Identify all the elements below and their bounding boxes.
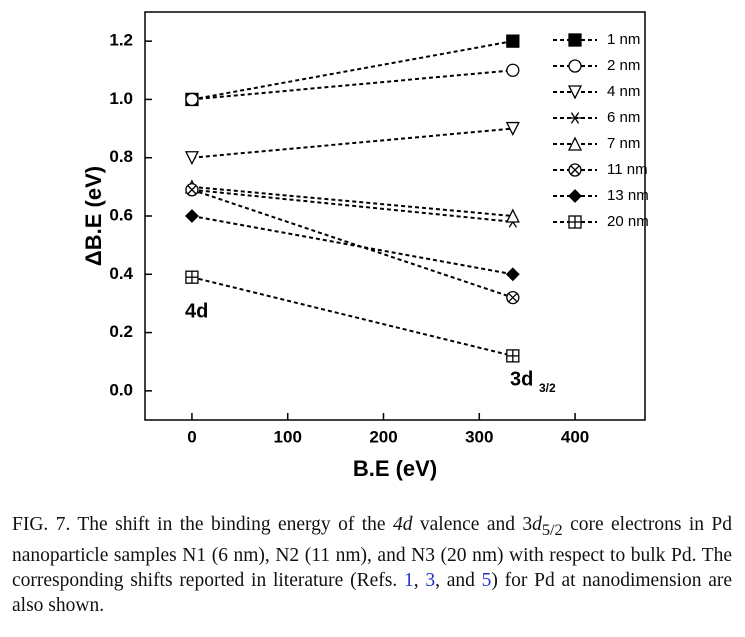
marker-part	[505, 267, 520, 282]
series-line	[191, 188, 513, 223]
caption-text: , and	[435, 569, 482, 591]
data-point	[506, 349, 520, 363]
y-tick-label: 0.6	[109, 205, 133, 224]
caption: FIG. 7. The shift in the binding energy …	[12, 512, 732, 618]
series-line	[191, 40, 513, 101]
data-point	[185, 92, 199, 107]
marker-part	[568, 59, 582, 73]
marker-part	[184, 151, 199, 166]
data-point	[506, 290, 520, 305]
x-axis-title: B.E (eV)	[353, 456, 437, 481]
caption-text: 4d	[392, 514, 413, 535]
marker-part	[570, 112, 580, 124]
data-point	[506, 63, 520, 77]
y-tick-label: 0.8	[109, 147, 133, 166]
x-tick-label: 100	[274, 427, 302, 446]
reference-link[interactable]: 3	[425, 569, 436, 591]
legend-marker	[567, 85, 583, 100]
caption-text: valence and 3	[412, 514, 533, 535]
legend-label: 2 nm	[607, 57, 640, 74]
caption-text: ,	[413, 569, 426, 591]
marker-part	[506, 34, 520, 48]
data-point	[505, 267, 520, 282]
legend-label: 1 nm	[607, 31, 640, 48]
annotation: 4d	[185, 300, 208, 322]
legend-marker	[568, 215, 582, 229]
marker-part	[506, 63, 520, 77]
marker-part	[505, 208, 520, 223]
data-point	[505, 208, 520, 223]
y-tick-label: 0.0	[109, 380, 133, 399]
marker-part	[567, 85, 583, 100]
y-tick-label: 1.2	[109, 31, 133, 50]
data-point	[185, 270, 199, 284]
legend-marker	[568, 33, 582, 47]
legend-label: 11 nm	[607, 161, 648, 178]
chart: B.E (eV) ΔB.E (eV) 0.0 0.2 0.4 0.6 0.8 1.0 1.2…	[81, 11, 649, 481]
data-point	[185, 209, 199, 223]
marker-part	[567, 136, 583, 151]
data-point	[184, 151, 199, 166]
annotation: 3d	[510, 368, 533, 390]
data-point	[185, 183, 199, 197]
caption-text: FIG. 7. The shift in the binding energy …	[12, 514, 393, 535]
legend-marker	[568, 59, 582, 73]
data-point	[506, 34, 520, 48]
legend-label: 7 nm	[607, 135, 640, 152]
x-tick-label: 400	[561, 427, 589, 446]
y-axis-title: ΔB.E (eV)	[81, 166, 106, 266]
legend-marker	[568, 163, 582, 177]
y-tick-label: 1.0	[109, 89, 133, 108]
legend-label: 13 nm	[607, 187, 649, 204]
marker-part	[570, 165, 580, 175]
annotation: 3/2	[539, 381, 556, 395]
marker-part	[185, 92, 199, 107]
marker-part	[505, 121, 520, 137]
reference-link[interactable]: 1	[403, 569, 414, 591]
y-tick-label: 0.2	[109, 322, 133, 341]
x-tick-label: 200	[369, 427, 397, 446]
legend-marker	[567, 136, 583, 151]
marker-part	[508, 293, 518, 303]
caption-text: core electrons in Pd nanoparticle sample…	[12, 514, 732, 591]
series-line	[191, 215, 513, 276]
legend-marker	[569, 112, 581, 124]
y-tick-label: 0.4	[109, 264, 133, 283]
series-line	[191, 188, 514, 299]
series-line	[191, 185, 513, 217]
marker-part	[185, 209, 199, 223]
marker-part	[568, 33, 582, 47]
x-tick-label: 0	[187, 427, 196, 446]
legend-marker	[568, 189, 582, 203]
caption-text: ) for Pd at nanodimension are also shown…	[12, 569, 733, 616]
series-line	[191, 276, 514, 357]
series-line	[191, 127, 513, 159]
caption-text: 5/2	[541, 520, 563, 539]
data-point	[505, 121, 520, 137]
marker-part	[568, 189, 582, 203]
legend-label: 4 nm	[607, 83, 640, 100]
marker-part	[187, 185, 197, 195]
legend-label: 20 nm	[607, 213, 649, 230]
caption-text: d	[532, 514, 542, 535]
legend-label: 6 nm	[607, 109, 640, 126]
series-line	[191, 69, 513, 101]
reference-link[interactable]: 5	[481, 569, 492, 591]
x-tick-label: 300	[465, 427, 493, 446]
